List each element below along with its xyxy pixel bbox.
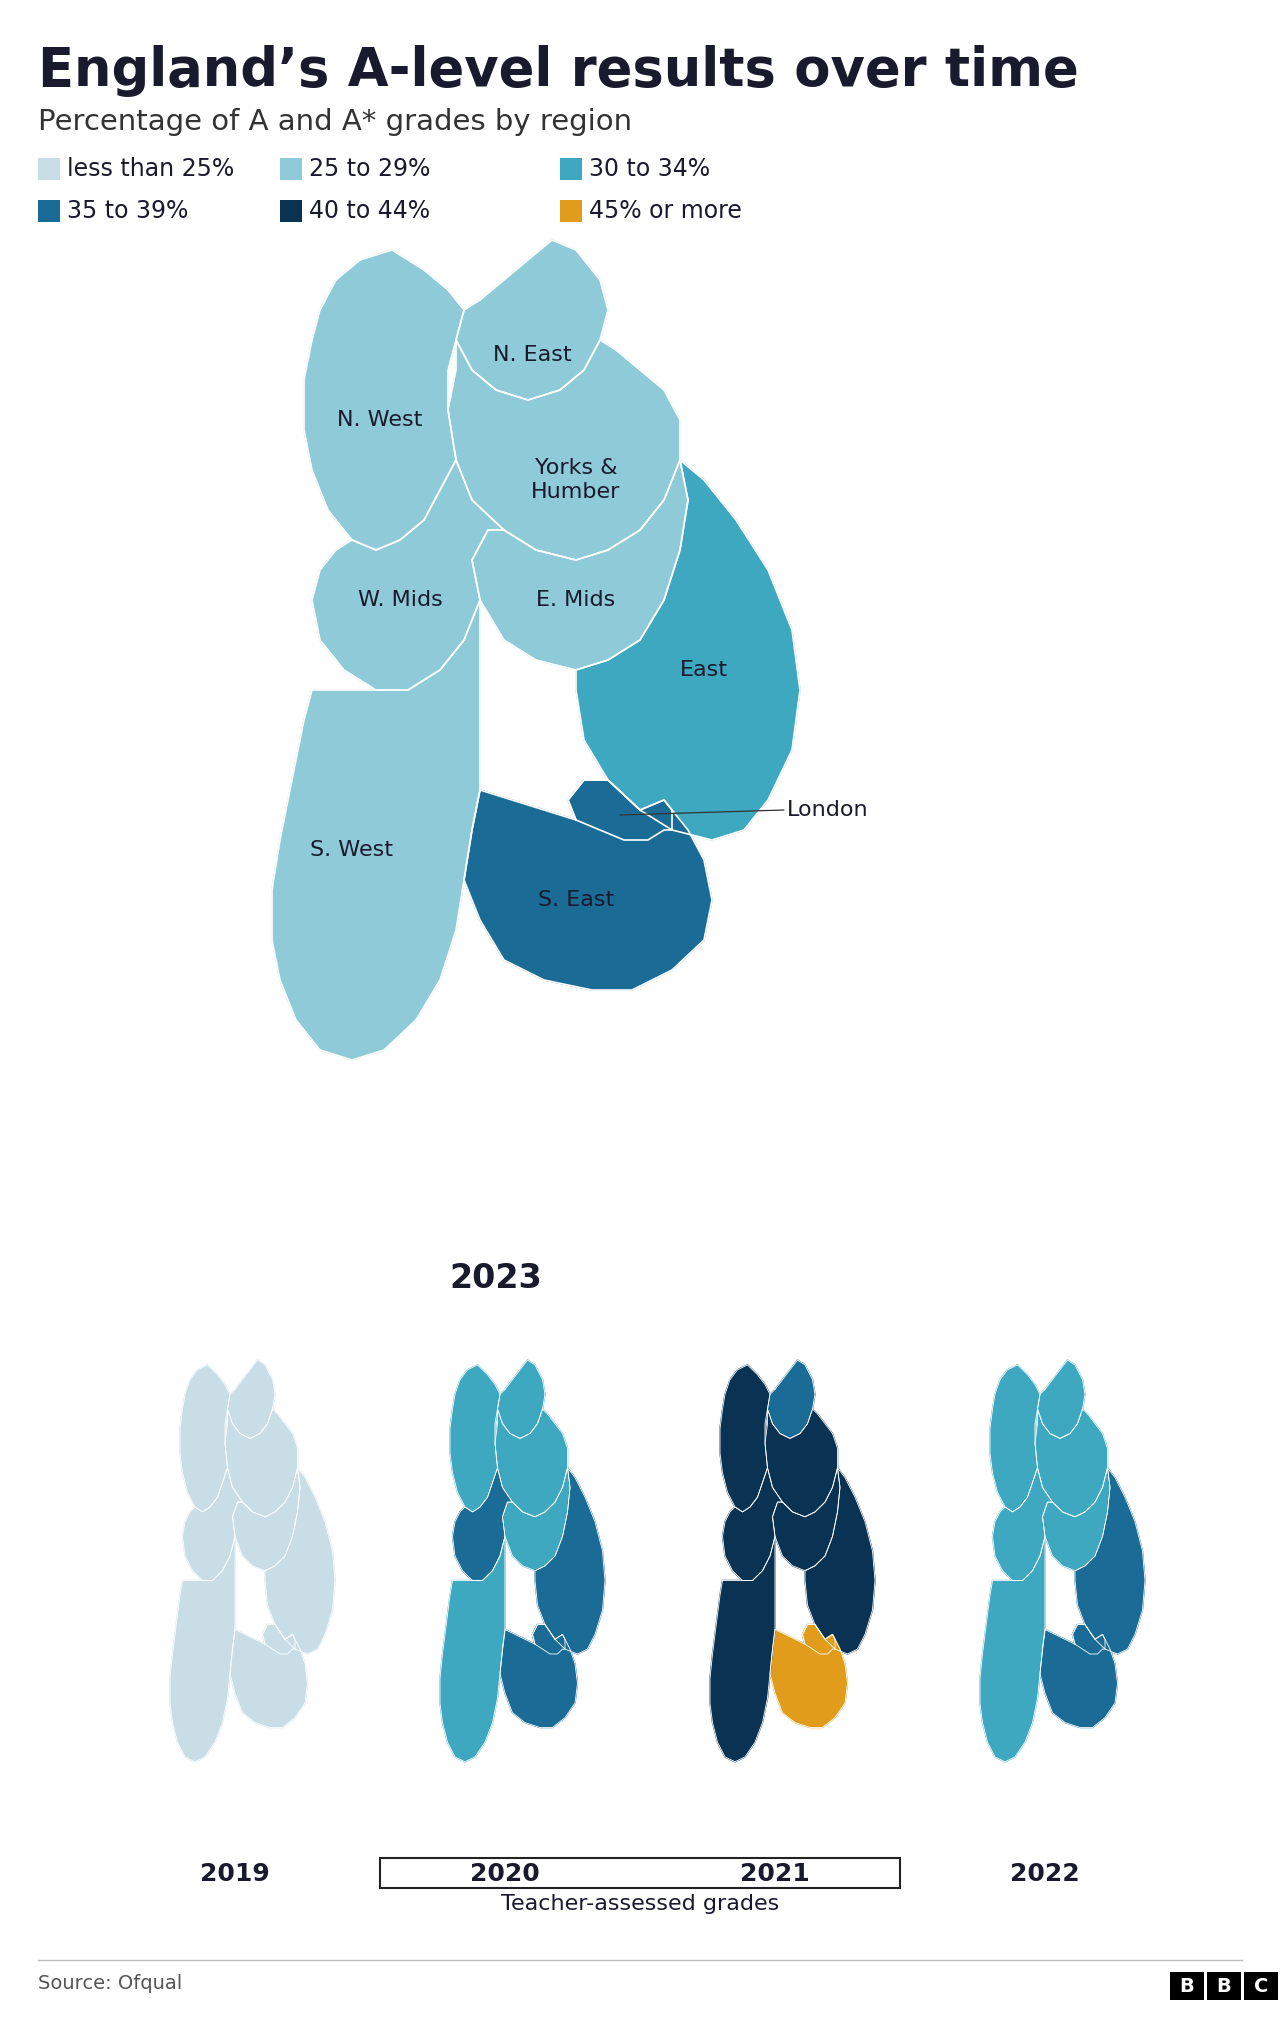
Polygon shape	[495, 1409, 567, 1518]
Text: 30 to 34%: 30 to 34%	[589, 157, 710, 182]
Bar	[561, 200, 582, 222]
Polygon shape	[448, 339, 680, 561]
Polygon shape	[465, 781, 712, 991]
Polygon shape	[440, 1536, 506, 1762]
Text: 2020: 2020	[470, 1863, 540, 1887]
Text: B: B	[1180, 1976, 1194, 1996]
Polygon shape	[500, 1624, 577, 1727]
Polygon shape	[233, 1467, 300, 1570]
Polygon shape	[262, 1624, 294, 1655]
Text: London: London	[787, 799, 869, 819]
Polygon shape	[453, 1467, 512, 1580]
Bar	[380, 1859, 900, 1889]
Bar	[280, 200, 302, 222]
Text: C: C	[1254, 1976, 1268, 1996]
Polygon shape	[803, 1624, 835, 1655]
Text: E. Mids: E. Mids	[536, 589, 616, 609]
Text: B: B	[1216, 1976, 1231, 1996]
Bar	[38, 157, 60, 180]
Polygon shape	[312, 460, 504, 690]
Text: S. West: S. West	[311, 839, 393, 860]
Polygon shape	[535, 1467, 605, 1655]
Polygon shape	[805, 1467, 876, 1655]
Polygon shape	[1075, 1467, 1146, 1655]
Polygon shape	[170, 1536, 236, 1762]
Polygon shape	[989, 1364, 1039, 1511]
Polygon shape	[773, 1467, 840, 1570]
Text: East: East	[680, 660, 728, 680]
Polygon shape	[722, 1467, 782, 1580]
Polygon shape	[273, 599, 480, 1059]
Text: S. East: S. East	[538, 890, 614, 910]
Text: 40 to 44%: 40 to 44%	[308, 200, 430, 224]
Polygon shape	[225, 1409, 297, 1518]
Polygon shape	[576, 460, 800, 839]
Polygon shape	[1039, 1624, 1117, 1727]
Text: 25 to 29%: 25 to 29%	[308, 157, 430, 182]
Polygon shape	[710, 1536, 774, 1762]
Text: N. West: N. West	[338, 410, 422, 430]
Polygon shape	[992, 1467, 1052, 1580]
Bar	[38, 200, 60, 222]
Text: W. Mids: W. Mids	[357, 589, 443, 609]
Text: 2019: 2019	[200, 1863, 270, 1887]
Bar	[280, 157, 302, 180]
Text: 2021: 2021	[740, 1863, 810, 1887]
Polygon shape	[765, 1409, 837, 1518]
Polygon shape	[980, 1536, 1044, 1762]
Text: N. East: N. East	[493, 345, 571, 365]
Polygon shape	[183, 1467, 242, 1580]
Text: 35 to 39%: 35 to 39%	[67, 200, 188, 224]
Polygon shape	[532, 1624, 564, 1655]
Bar	[561, 157, 582, 180]
Text: less than 25%: less than 25%	[67, 157, 234, 182]
Polygon shape	[498, 1360, 545, 1439]
Polygon shape	[719, 1364, 771, 1511]
Polygon shape	[771, 1624, 847, 1727]
Polygon shape	[451, 1364, 500, 1511]
Text: 2023: 2023	[449, 1261, 543, 1296]
Polygon shape	[1073, 1624, 1105, 1655]
Bar	[1207, 1972, 1242, 2000]
Polygon shape	[228, 1360, 275, 1439]
Polygon shape	[305, 250, 465, 551]
Text: 2022: 2022	[1010, 1863, 1080, 1887]
Polygon shape	[230, 1624, 307, 1727]
Polygon shape	[180, 1364, 230, 1511]
Polygon shape	[1038, 1360, 1085, 1439]
Text: Source: Ofqual: Source: Ofqual	[38, 1974, 182, 1994]
Text: Teacher-assessed grades: Teacher-assessed grades	[500, 1895, 780, 1913]
Bar	[1244, 1972, 1277, 2000]
Text: Yorks &
Humber: Yorks & Humber	[531, 458, 621, 502]
Polygon shape	[503, 1467, 570, 1570]
Polygon shape	[568, 781, 672, 839]
Polygon shape	[1042, 1467, 1110, 1570]
Text: 45% or more: 45% or more	[589, 200, 742, 224]
Polygon shape	[456, 240, 608, 400]
Bar	[1170, 1972, 1204, 2000]
Polygon shape	[472, 460, 689, 670]
Text: Percentage of A and A* grades by region: Percentage of A and A* grades by region	[38, 109, 632, 135]
Polygon shape	[1036, 1409, 1107, 1518]
Text: England’s A-level results over time: England’s A-level results over time	[38, 44, 1079, 97]
Polygon shape	[265, 1467, 335, 1655]
Polygon shape	[768, 1360, 815, 1439]
